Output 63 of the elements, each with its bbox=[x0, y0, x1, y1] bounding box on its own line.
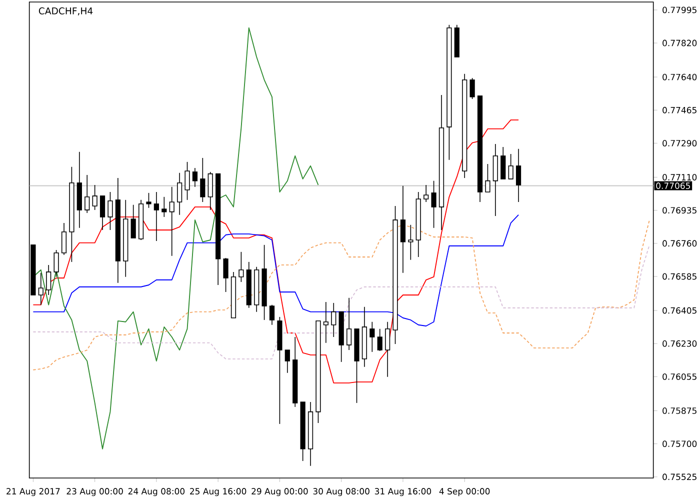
candlestick bbox=[46, 264, 52, 296]
candlestick bbox=[169, 186, 174, 256]
x-tick-label: 23 Aug 00:00 bbox=[66, 488, 123, 496]
candlestick bbox=[238, 252, 244, 282]
y-tick-label: 0.76935 bbox=[662, 207, 696, 214]
candlestick bbox=[331, 302, 336, 338]
ref-line-label: 0.77065 bbox=[656, 182, 690, 189]
y-tick-label: 0.77820 bbox=[662, 40, 697, 46]
x-tick-label: 4 Sep 00:00 bbox=[439, 488, 490, 496]
y-tick-label: 0.77110 bbox=[662, 174, 697, 180]
y-tick-label: 0.76585 bbox=[662, 273, 696, 280]
line-series bbox=[32, 27, 319, 450]
candlestick bbox=[162, 196, 167, 218]
candlestick bbox=[200, 158, 206, 202]
candlestick bbox=[284, 350, 290, 374]
candlestick bbox=[100, 196, 106, 230]
candlestick bbox=[323, 302, 328, 344]
candlestick bbox=[223, 258, 228, 292]
candlestick bbox=[370, 321, 375, 352]
y-tick-label: 0.77995 bbox=[662, 6, 696, 14]
y-tick-label: 0.77640 bbox=[662, 74, 697, 80]
candlestick bbox=[485, 164, 490, 192]
candlestick bbox=[400, 186, 406, 274]
y-tick-label: 0.75700 bbox=[662, 440, 697, 448]
x-tick-label: 30 Aug 08:00 bbox=[313, 488, 370, 496]
y-tick-label: 0.77290 bbox=[662, 140, 697, 146]
candlestick bbox=[470, 78, 475, 100]
candlestick bbox=[154, 192, 160, 242]
y-tick-label: 0.76055 bbox=[662, 373, 696, 380]
candlestick bbox=[84, 174, 90, 214]
candlestick bbox=[408, 224, 414, 260]
candlestick bbox=[508, 154, 514, 180]
x-tick-label: 31 Aug 16:00 bbox=[374, 488, 432, 496]
candlestick bbox=[192, 168, 198, 188]
candlestick bbox=[54, 250, 59, 278]
x-tick-label: 21 Aug 2017 bbox=[6, 488, 60, 496]
x-tick-label: 25 Aug 16:00 bbox=[190, 488, 246, 496]
candlestick bbox=[377, 328, 382, 352]
candlestick bbox=[184, 162, 190, 200]
y-tick-label: 0.77465 bbox=[662, 106, 696, 114]
candlestick bbox=[130, 204, 136, 238]
candlestick bbox=[346, 297, 352, 350]
y-tick-label: 0.75525 bbox=[662, 474, 696, 480]
candlestick bbox=[208, 172, 213, 210]
candlestick bbox=[108, 192, 113, 230]
y-tick-label: 0.76405 bbox=[662, 307, 696, 314]
text: CADCHF,H4 bbox=[38, 7, 93, 16]
x-tick-label: 24 Aug 08:00 bbox=[128, 488, 185, 496]
y-tick-label: 0.76760 bbox=[662, 240, 697, 247]
candlestick bbox=[38, 272, 44, 306]
candlestick bbox=[500, 146, 506, 180]
x-tick-label: 29 Aug 00:00 bbox=[252, 488, 308, 496]
y-tick-label: 0.76230 bbox=[662, 340, 697, 347]
candlestick bbox=[61, 222, 67, 256]
candlestick bbox=[92, 184, 98, 210]
candlestick bbox=[177, 172, 182, 216]
candlestick bbox=[431, 180, 436, 228]
y-tick-label: 0.75875 bbox=[662, 407, 696, 414]
candlestick bbox=[269, 304, 275, 326]
candlestick bbox=[146, 192, 152, 208]
candlestick bbox=[424, 184, 429, 202]
candlestick bbox=[385, 321, 390, 378]
candlestick bbox=[516, 148, 522, 202]
